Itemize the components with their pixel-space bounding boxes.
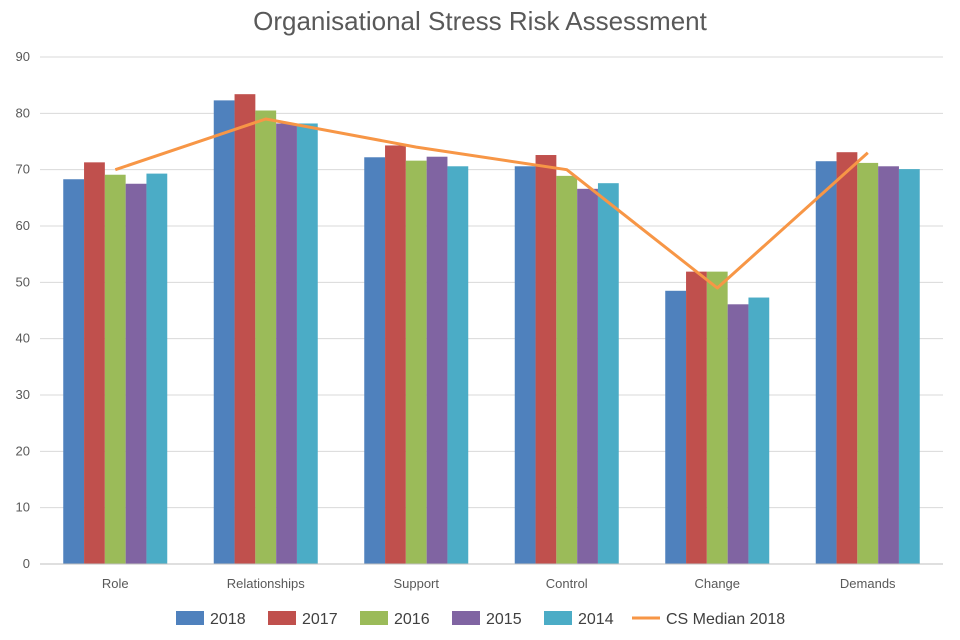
legend-label: 2014 xyxy=(578,611,614,628)
bar-2015-relationships xyxy=(276,123,297,565)
y-tick-label: 90 xyxy=(16,49,30,64)
y-tick-label: 50 xyxy=(16,274,30,289)
bar-2018-role xyxy=(63,179,85,564)
bars xyxy=(63,94,920,565)
bar-2014-control xyxy=(597,183,619,565)
legend-swatch-2016 xyxy=(360,611,388,625)
bar-2017-role xyxy=(84,162,105,565)
legend-swatch-2018 xyxy=(176,611,204,625)
bar-2017-demands xyxy=(836,152,858,564)
category-label: Role xyxy=(102,576,129,591)
category-label: Change xyxy=(694,576,740,591)
bar-2016-control xyxy=(556,175,578,564)
bar-2018-demands xyxy=(815,161,837,564)
legend-label: 2015 xyxy=(486,611,522,628)
bar-2017-support xyxy=(385,145,406,564)
legend-label: 2018 xyxy=(210,611,246,628)
legend-label: CS Median 2018 xyxy=(666,611,785,628)
bar-2017-change xyxy=(686,271,707,564)
y-tick-label: 10 xyxy=(16,500,30,515)
bar-2016-role xyxy=(104,174,126,564)
bar-2016-change xyxy=(706,271,728,564)
y-tick-label: 30 xyxy=(16,387,30,402)
bar-2018-control xyxy=(514,166,536,564)
category-label: Support xyxy=(393,576,439,591)
y-tick-label: 70 xyxy=(16,162,30,177)
bar-2014-role xyxy=(146,173,168,565)
legend-label: 2016 xyxy=(394,611,430,628)
bar-2014-demands xyxy=(898,169,920,564)
bar-2015-role xyxy=(125,183,147,564)
y-tick-label: 20 xyxy=(16,443,30,458)
legend: 2018 2017 2016 2015 2014 CS Median 2018 xyxy=(176,611,785,628)
bar-2018-support xyxy=(364,157,386,565)
chart-title: Organisational Stress Risk Assessment xyxy=(253,6,708,36)
category-label: Control xyxy=(546,576,588,591)
bar-2014-relationships xyxy=(296,123,318,565)
bar-2014-support xyxy=(447,166,469,564)
y-tick-label: 40 xyxy=(16,331,30,346)
bar-2015-change xyxy=(727,304,749,564)
bar-2017-relationships xyxy=(234,94,256,565)
bar-2014-change xyxy=(748,297,770,564)
bar-2016-relationships xyxy=(255,110,277,565)
category-label: Demands xyxy=(840,576,896,591)
category-label: Relationships xyxy=(227,576,306,591)
bar-2015-support xyxy=(426,156,448,564)
bar-2016-demands xyxy=(857,162,879,564)
bar-2018-relationships xyxy=(213,100,235,565)
y-tick-label: 60 xyxy=(16,218,30,233)
bar-2018-change xyxy=(665,290,687,564)
bar-2017-control xyxy=(535,155,557,564)
legend-swatch-2017 xyxy=(268,611,296,625)
legend-label: 2017 xyxy=(302,611,338,628)
y-tick-label: 0 xyxy=(23,556,30,571)
y-axis-ticks: 0 10 20 30 40 50 60 70 80 90 xyxy=(16,49,30,571)
y-tick-label: 80 xyxy=(16,105,30,120)
gridlines xyxy=(40,56,943,509)
cs-median-line xyxy=(114,117,869,290)
median-line-group xyxy=(114,117,869,290)
bar-2015-demands xyxy=(878,166,899,564)
bar-2015-control xyxy=(577,188,598,564)
bar-2016-support xyxy=(405,160,427,565)
category-labels: Role Relationships Support Control Change Dem… xyxy=(102,576,896,591)
legend-swatch-2015 xyxy=(452,611,480,625)
legend-swatch-2014 xyxy=(544,611,572,625)
